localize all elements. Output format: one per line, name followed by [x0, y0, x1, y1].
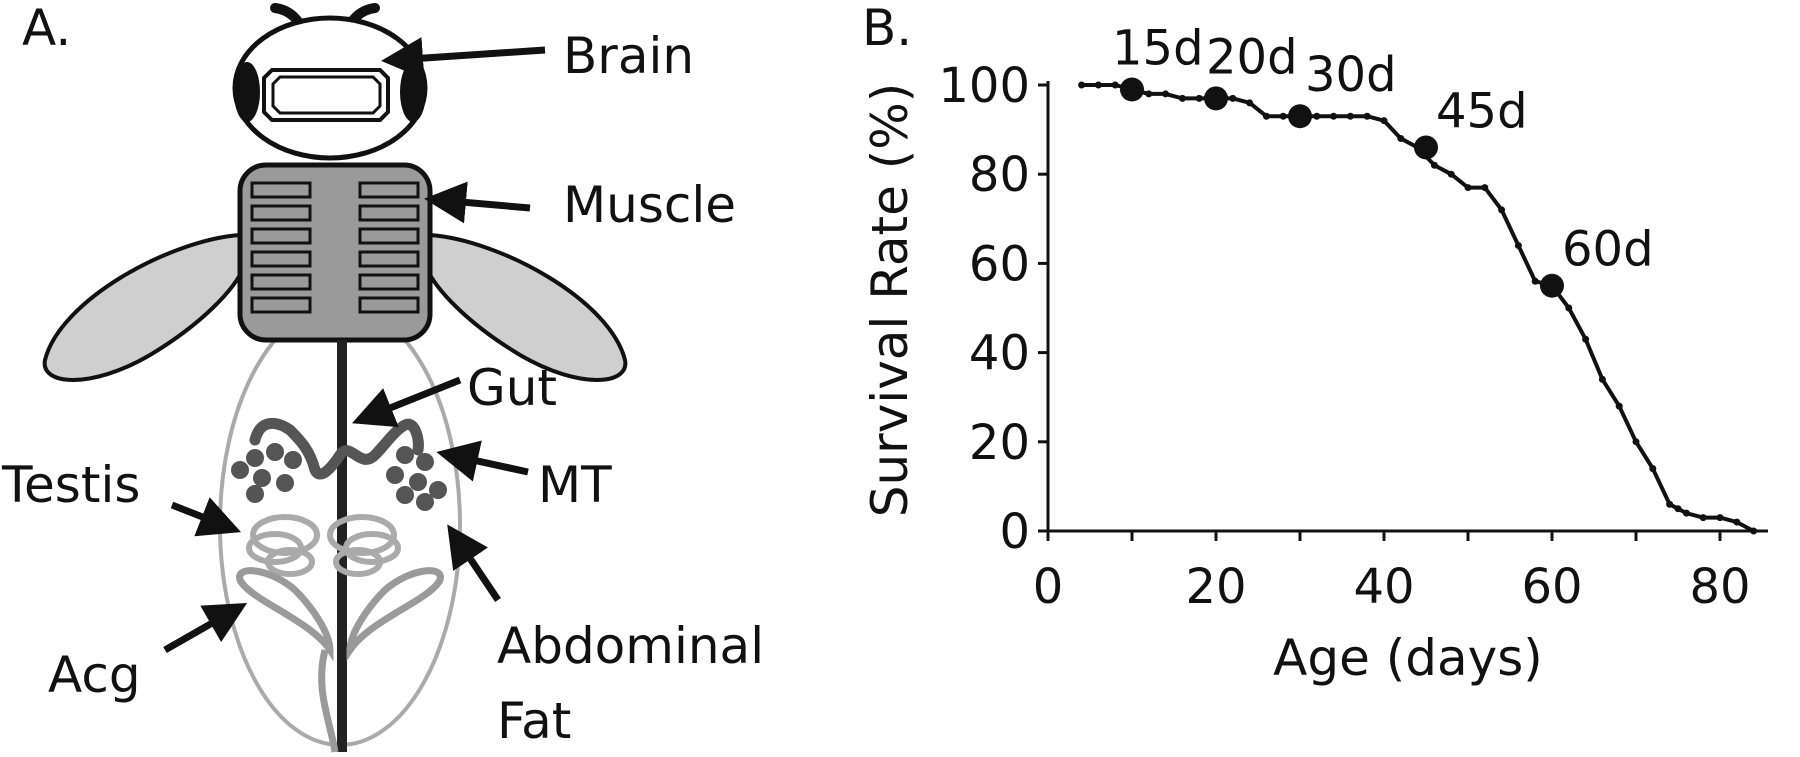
arrow-gut	[352, 376, 462, 428]
highlight-label: 60d	[1562, 222, 1654, 278]
data-point	[1246, 99, 1254, 107]
highlight-label: 15d	[1112, 20, 1204, 76]
left-wing	[42, 232, 248, 382]
label-testis: Testis	[1, 456, 140, 514]
accessory-glands	[236, 567, 444, 753]
malpighian-tubules	[249, 418, 424, 480]
data-point	[1078, 81, 1086, 89]
label-muscle: Muscle	[563, 176, 736, 234]
label-mt: MT	[538, 456, 612, 514]
data-point	[1279, 112, 1287, 120]
x-tick-label: 60	[1521, 559, 1582, 615]
label-abdominal-fat-line2: Fat	[497, 692, 571, 750]
highlight-label: 30d	[1305, 47, 1397, 103]
data-point	[1313, 112, 1321, 120]
data-point	[1195, 94, 1203, 102]
x-axis-title: Age (days)	[1273, 629, 1543, 687]
data-point	[1674, 505, 1682, 513]
right-wing	[422, 232, 628, 382]
data-point	[1380, 117, 1388, 125]
label-abdominal-fat-line1: Abdominal	[497, 617, 764, 675]
y-tick-label: 60	[969, 236, 1030, 292]
data-point	[1682, 509, 1690, 517]
data-point	[1733, 518, 1741, 526]
chart-highlight-markers: 15d 20d 30d 45d 60d	[1112, 20, 1654, 298]
arrow-mt	[436, 440, 529, 482]
data-point	[1330, 112, 1338, 120]
y-tick-label: 80	[969, 147, 1030, 203]
y-tick-label: 100	[938, 58, 1030, 114]
data-point	[1094, 81, 1102, 89]
testis-dots	[231, 443, 447, 511]
panel-b-label: B.	[862, 0, 912, 57]
data-point	[1363, 112, 1371, 120]
arrow-acg	[163, 603, 248, 654]
highlight-point	[1288, 104, 1312, 129]
data-point	[1582, 335, 1590, 343]
data-point	[1498, 206, 1506, 214]
data-point	[1447, 170, 1455, 178]
data-point	[1750, 527, 1758, 535]
highlight-label: 20d	[1206, 29, 1298, 85]
data-point	[1397, 135, 1405, 143]
data-point	[1598, 375, 1606, 383]
data-point	[1565, 304, 1573, 312]
y-tick-label: 40	[969, 326, 1030, 382]
panel-a-fly-diagram: A.	[1, 0, 764, 753]
data-point	[1649, 465, 1657, 473]
data-point	[1111, 81, 1119, 89]
x-tick-label: 20	[1185, 559, 1246, 615]
panel-b-survival-chart: B. Survival Rate (%) Age (days) 0 20 40 60 8…	[861, 0, 1768, 687]
label-gut: Gut	[467, 359, 557, 417]
data-point	[1229, 94, 1237, 102]
data-point	[1716, 514, 1724, 522]
highlight-point	[1540, 273, 1564, 298]
data-point	[1430, 161, 1438, 169]
muscle-fibers	[250, 181, 420, 314]
arrow-muscle	[424, 181, 531, 224]
y-tick-label: 0	[999, 504, 1030, 560]
data-point	[1178, 94, 1186, 102]
right-eye	[400, 62, 426, 122]
data-point	[1346, 112, 1354, 120]
data-point	[1162, 90, 1170, 98]
x-tick-label: 80	[1689, 559, 1750, 615]
data-point	[1615, 402, 1623, 410]
x-tick-label: 0	[1033, 559, 1064, 615]
data-point	[1699, 514, 1707, 522]
data-point	[1632, 438, 1640, 446]
data-point	[1262, 112, 1270, 120]
chart-axes	[1046, 81, 1768, 533]
highlight-label: 45d	[1436, 83, 1528, 139]
data-point	[1531, 277, 1539, 285]
label-brain: Brain	[563, 27, 694, 85]
left-eye	[234, 62, 260, 122]
pointer-arrows	[163, 37, 546, 654]
y-axis-title: Survival Rate (%)	[861, 83, 919, 518]
x-tick-label: 40	[1353, 559, 1414, 615]
testis-coils	[246, 514, 401, 577]
y-tick-label: 20	[969, 415, 1030, 471]
highlight-point	[1204, 86, 1228, 111]
chart-ticks: 0 20 40 60 80 0 20 40 60 80 100	[938, 58, 1750, 615]
label-acg: Acg	[48, 646, 141, 704]
arrow-abdominal-fat	[447, 524, 501, 602]
arrow-testis	[170, 497, 242, 537]
data-point	[1666, 500, 1674, 508]
data-point	[1464, 184, 1472, 192]
highlight-point	[1120, 77, 1144, 102]
data-point	[1145, 90, 1153, 98]
panel-a-label: A.	[22, 0, 71, 57]
highlight-point	[1414, 135, 1438, 160]
data-point	[1481, 184, 1489, 192]
arrow-brain	[381, 37, 546, 80]
data-point	[1514, 242, 1522, 250]
